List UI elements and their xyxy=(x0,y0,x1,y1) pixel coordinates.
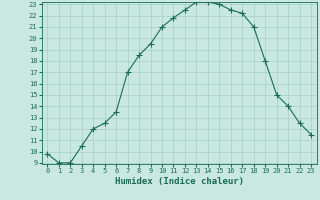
X-axis label: Humidex (Indice chaleur): Humidex (Indice chaleur) xyxy=(115,177,244,186)
